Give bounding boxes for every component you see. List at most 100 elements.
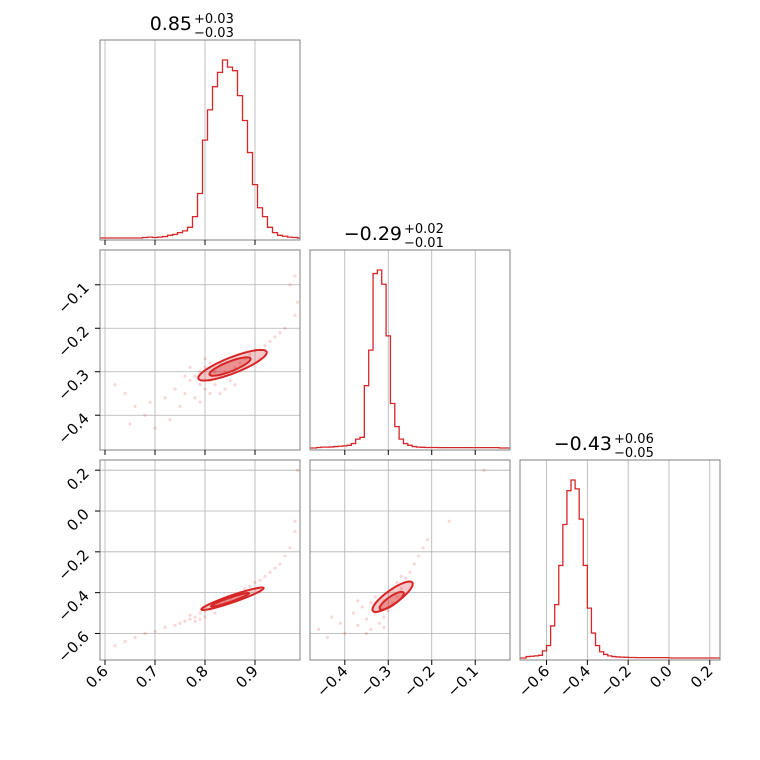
scatter-point-p2_vs_p1-27 (412, 562, 416, 566)
scatter-point-p2_vs_p1-30 (425, 537, 429, 542)
scatter-point-p2_vs_p0-18 (213, 611, 217, 615)
scatter-point-p1_vs_p0-37 (283, 326, 287, 330)
scatter-point-p2_vs_p1-6 (356, 623, 360, 627)
panel-p1_vs_p0 (95, 249, 301, 455)
y-tick-label-p2-1: −0.4 (54, 587, 92, 625)
x-tick-label-p1-1: −0.3 (357, 662, 395, 700)
scatter-point-p1_vs_p0-44 (203, 357, 207, 361)
scatter-point-p1_vs_p0-26 (228, 378, 232, 383)
scatter-point-p2_vs_p0-26 (253, 580, 257, 585)
scatter-point-p1_vs_p0-27 (233, 365, 237, 369)
panel-p2_vs_p1 (309, 459, 511, 665)
scatter-point-p1_vs_p0-6 (153, 426, 157, 430)
scatter-point-p1_vs_p0-45 (223, 387, 227, 391)
scatter-point-p2_vs_p1-7 (360, 605, 364, 609)
scatter-point-p2_vs_p1-32 (482, 468, 486, 472)
scatter-point-p2_vs_p1-25 (404, 576, 408, 580)
scatter-point-p2_vs_p0-0 (113, 644, 117, 648)
frame-p2_vs_p0 (99, 459, 301, 661)
frame-1 (309, 249, 511, 451)
scatter-point-p2_vs_p0-11 (193, 619, 197, 623)
y-tick-label-p2-3: 0.0 (63, 505, 93, 535)
scatter-point-p2_vs_p0-8 (183, 619, 187, 623)
scatter-point-p2_vs_p0-1 (123, 640, 127, 644)
frame-2 (519, 459, 721, 661)
scatter-point-p1_vs_p0-4 (143, 413, 147, 417)
scatter-point-p2_vs_p1-1 (325, 635, 329, 640)
scatter-point-p1_vs_p0-5 (148, 400, 152, 404)
x-tick-label-p0-1: 0.7 (132, 662, 162, 692)
scatter-point-p2_vs_p0-13 (198, 617, 202, 621)
title-value-2: −0.43 (554, 433, 612, 455)
scatter-point-p2_vs_p0-6 (173, 623, 177, 627)
scatter-point-p1_vs_p0-7 (163, 396, 167, 400)
scatter-point-p2_vs_p0-36 (293, 529, 297, 534)
scatter-point-p1_vs_p0-11 (183, 391, 187, 396)
scatter-point-p1_vs_p0-36 (278, 331, 282, 335)
scatter-point-p1_vs_p0-35 (273, 335, 277, 339)
scatter-point-p2_vs_p0-30 (273, 566, 277, 570)
scatter-point-p1_vs_p0-33 (263, 344, 267, 348)
x-tick-label-p1-0: −0.4 (313, 662, 351, 700)
hist-panel-1: −0.29 +0.02−0.01 (309, 222, 511, 455)
scatter-point-p2_vs_p0-12 (198, 611, 202, 615)
scatter-point-p1_vs_p0-3 (133, 404, 137, 409)
contour-inner-p2_vs_p0 (209, 591, 251, 608)
scatter-point-p2_vs_p0-7 (178, 621, 182, 625)
hist-panel-0: 0.85 +0.03−0.03 (99, 12, 301, 245)
scatter-point-p2_vs_p0-2 (133, 635, 137, 640)
scatter-point-p1_vs_p0-18 (203, 365, 207, 369)
scatter-point-p2_vs_p1-0 (317, 627, 321, 631)
scatter-point-p2_vs_p0-33 (288, 546, 292, 550)
scatter-point-p2_vs_p1-33 (364, 631, 369, 636)
scatter-point-p2_vs_p0-28 (263, 574, 267, 578)
scatter-point-p2_vs_p1-17 (386, 609, 390, 613)
scatter-point-p2_vs_p1-29 (421, 546, 425, 550)
scatter-point-p2_vs_p1-2 (330, 615, 334, 619)
scatter-point-p1_vs_p0-14 (193, 374, 197, 378)
scatter-point-p1_vs_p0-15 (198, 383, 202, 387)
scatter-point-p2_vs_p0-3 (143, 631, 147, 636)
scatter-point-p1_vs_p0-40 (295, 300, 300, 304)
scatter-point-p2_vs_p1-4 (343, 631, 347, 636)
title-minus-1: −0.01 (404, 236, 444, 251)
x-tick-label-p2-1: −0.4 (556, 662, 594, 700)
title-plus-1: +0.02 (404, 222, 444, 237)
contour-inner-p1_vs_p0 (208, 356, 252, 377)
scatter-point-p1_vs_p0-20 (208, 391, 212, 396)
panel-p2_vs_p0 (95, 459, 301, 665)
y-tick-label-p1-2: −0.2 (54, 322, 92, 360)
y-tick-label-p1-1: −0.3 (54, 366, 92, 404)
scatter-point-p1_vs_p0-48 (208, 361, 212, 365)
histogram-1 (310, 269, 510, 449)
title-minus-2: −0.05 (614, 446, 654, 461)
scatter-point-p1_vs_p0-8 (168, 417, 172, 422)
scatter-point-p2_vs_p1-35 (382, 625, 386, 629)
scatter-point-p2_vs_p1-28 (417, 554, 421, 558)
scatter-point-p2_vs_p0-10 (193, 615, 197, 619)
scatter-point-p2_vs_p0-24 (243, 586, 247, 591)
scatter-point-p1_vs_p0-10 (178, 404, 182, 409)
x-tick-label-p2-2: −0.2 (596, 662, 634, 700)
title-minus-0: −0.03 (194, 26, 234, 41)
scatter-point-p2_vs_p1-12 (373, 595, 377, 599)
scatter-point-p1_vs_p0-9 (173, 387, 177, 391)
scatter-point-p1_vs_p0-39 (293, 313, 297, 317)
scatter-point-p1_vs_p0-46 (233, 383, 237, 387)
scatter-point-p1_vs_p0-1 (123, 391, 127, 396)
scatter-point-p2_vs_p1-9 (369, 601, 373, 605)
histogram-0 (100, 59, 300, 239)
scatter-point-p1_vs_p0-21 (213, 370, 217, 374)
scatter-point-p2_vs_p0-29 (268, 570, 272, 574)
scatter-point-p2_vs_p1-26 (408, 570, 412, 574)
scatter-point-p2_vs_p0-15 (203, 615, 207, 619)
title-plus-2: +0.06 (614, 432, 654, 447)
scatter-point-p1_vs_p0-28 (238, 361, 242, 365)
scatter-point-p1_vs_p0-13 (193, 396, 197, 400)
x-tick-label-p1-2: −0.2 (400, 662, 438, 700)
title-value-0: 0.85 (150, 13, 192, 35)
scatter-point-p2_vs_p0-25 (248, 584, 252, 589)
scatter-point-p2_vs_p0-31 (278, 562, 282, 566)
scatter-point-p1_vs_p0-43 (188, 365, 192, 369)
scatter-point-p1_vs_p0-17 (203, 387, 207, 391)
